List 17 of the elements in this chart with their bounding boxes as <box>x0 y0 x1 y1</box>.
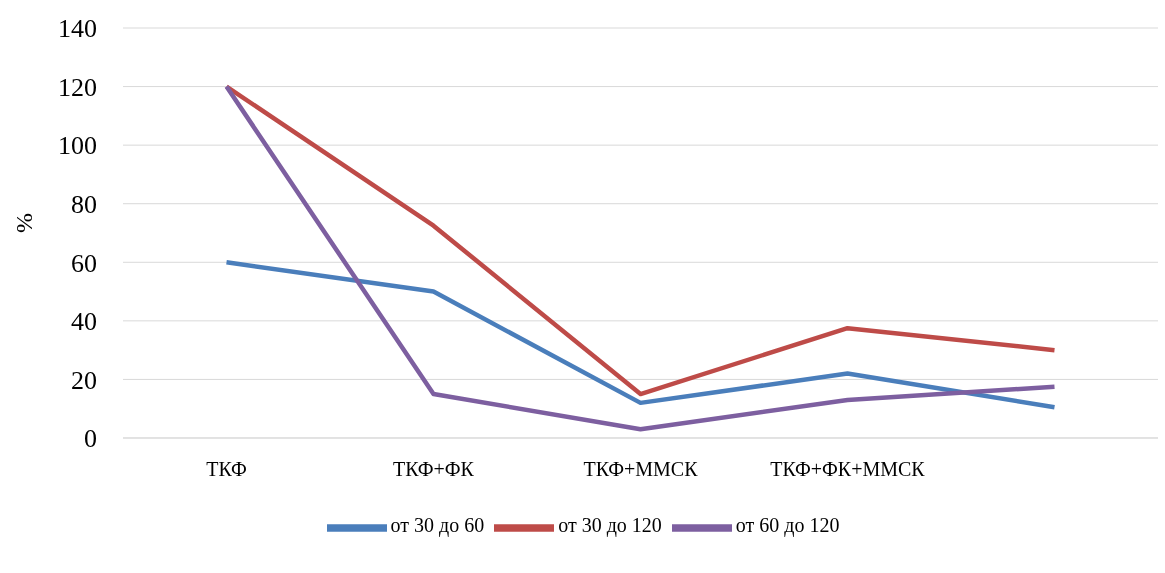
y-tick-label: 140 <box>58 14 97 44</box>
legend-label: от 60 до 120 <box>735 513 840 536</box>
y-tick-label: 120 <box>58 72 97 102</box>
y-tick-label: 0 <box>84 424 97 454</box>
x-tick-label: ТКФ+ФК+ММСК <box>770 458 926 481</box>
y-tick-label: 40 <box>71 307 97 337</box>
line-series <box>224 260 1057 410</box>
legend-label: от 30 до 60 <box>390 513 485 536</box>
y-axis-title: % <box>10 213 37 233</box>
x-tick-label: ТКФ <box>206 458 247 481</box>
x-tick-label: ТКФ+ММСК <box>583 458 699 481</box>
y-tick-label: 60 <box>71 248 97 278</box>
y-tick-label: 80 <box>71 189 97 219</box>
y-tick-label: 100 <box>58 131 97 161</box>
x-tick-label: ТКФ+ФК <box>393 458 475 481</box>
legend-label: от 30 до 120 <box>558 513 662 536</box>
y-tick-label: 20 <box>71 365 97 395</box>
